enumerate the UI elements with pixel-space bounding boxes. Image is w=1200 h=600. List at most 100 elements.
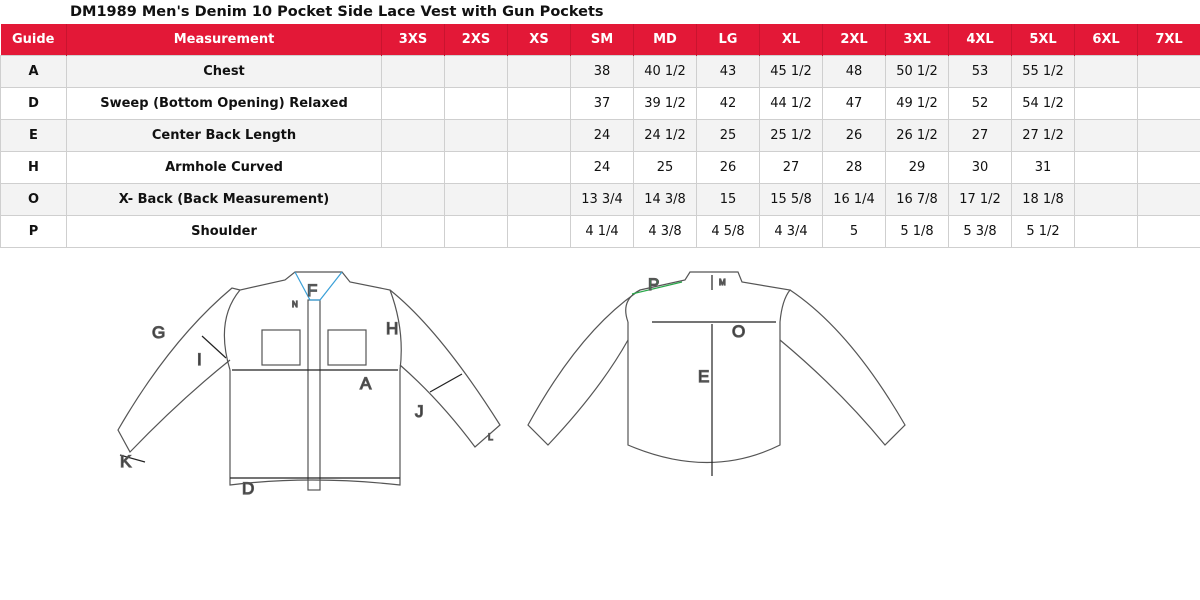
size-value-cell: 27 1/2 <box>1011 119 1075 152</box>
page-title: DM1989 Men's Denim 10 Pocket Side Lace V… <box>70 4 604 20</box>
size-value-cell <box>1137 215 1200 248</box>
column-header: 2XL <box>822 24 886 56</box>
size-value-cell <box>1137 87 1200 120</box>
size-value-cell: 49 1/2 <box>885 87 949 120</box>
guide-cell: A <box>0 55 67 88</box>
size-value-cell <box>444 87 508 120</box>
size-value-cell: 24 1/2 <box>633 119 697 152</box>
size-value-cell <box>507 215 571 248</box>
column-header: LG <box>696 24 760 56</box>
label-k: K <box>120 452 132 471</box>
label-g: G <box>152 323 165 342</box>
size-value-cell <box>507 151 571 184</box>
size-value-cell: 14 3/8 <box>633 183 697 216</box>
size-value-cell <box>381 87 445 120</box>
column-header: XS <box>507 24 571 56</box>
size-value-cell: 53 <box>948 55 1012 88</box>
measurement-cell: Armhole Curved <box>66 151 382 184</box>
table-header-row: Guide Measurement 3XS 2XS XS SM MD LG XL 2XL 3XL 4X… <box>0 24 1200 56</box>
column-header: 6XL <box>1074 24 1138 56</box>
label-o: O <box>732 322 745 341</box>
size-value-cell: 40 1/2 <box>633 55 697 88</box>
size-value-cell <box>507 55 571 88</box>
label-e: E <box>698 367 709 386</box>
column-header: Guide <box>0 24 67 56</box>
size-value-cell <box>1074 55 1138 88</box>
label-f: F <box>307 281 317 300</box>
column-header: 3XS <box>381 24 445 56</box>
size-value-cell <box>381 119 445 152</box>
measurement-cell: X- Back (Back Measurement) <box>66 183 382 216</box>
back-labels: P M O E <box>647 274 745 386</box>
table-row: E Center Back Length 24 24 1/2 25 25 1/2 26 26 … <box>0 119 1200 152</box>
size-value-cell <box>507 183 571 216</box>
column-header: SM <box>570 24 634 56</box>
back-shirt-diagram <box>527 271 906 476</box>
size-value-cell: 26 1/2 <box>885 119 949 152</box>
table-row: A Chest 38 40 1/2 43 45 1/2 48 50 1/2 53 55 1/2 <box>0 55 1200 88</box>
label-n: N <box>292 300 298 309</box>
size-value-cell <box>1137 151 1200 184</box>
column-header: 7XL <box>1137 24 1200 56</box>
measurement-cell: Center Back Length <box>66 119 382 152</box>
size-value-cell <box>381 183 445 216</box>
size-value-cell <box>444 151 508 184</box>
size-value-cell: 31 <box>1011 151 1075 184</box>
size-value-cell: 4 1/4 <box>570 215 634 248</box>
label-a: A <box>360 374 372 393</box>
size-value-cell: 25 <box>696 119 760 152</box>
column-header: 4XL <box>948 24 1012 56</box>
label-d: D <box>242 479 254 498</box>
size-value-cell <box>1074 183 1138 216</box>
column-header: XL <box>759 24 823 56</box>
size-value-cell: 30 <box>948 151 1012 184</box>
column-header: MD <box>633 24 697 56</box>
measurement-cell: Shoulder <box>66 215 382 248</box>
table-row: O X- Back (Back Measurement) 13 3/4 14 3/8 1… <box>0 183 1200 216</box>
size-value-cell <box>1137 183 1200 216</box>
label-h: H <box>386 319 398 338</box>
column-header: 2XS <box>444 24 508 56</box>
size-value-cell: 4 3/8 <box>633 215 697 248</box>
size-value-cell <box>444 119 508 152</box>
label-p: P <box>648 275 659 294</box>
size-value-cell: 24 <box>570 151 634 184</box>
column-header: 3XL <box>885 24 949 56</box>
size-value-cell: 28 <box>822 151 886 184</box>
size-value-cell <box>1074 215 1138 248</box>
size-value-cell <box>1074 119 1138 152</box>
size-value-cell <box>444 55 508 88</box>
size-value-cell <box>1137 55 1200 88</box>
size-value-cell: 44 1/2 <box>759 87 823 120</box>
size-value-cell <box>1137 119 1200 152</box>
size-chart-table: Guide Measurement 3XS 2XS XS SM MD LG XL 2XL 3XL 4X… <box>0 24 1200 248</box>
measurement-cell: Sweep (Bottom Opening) Relaxed <box>66 87 382 120</box>
size-value-cell: 18 1/8 <box>1011 183 1075 216</box>
size-value-cell <box>444 215 508 248</box>
front-labels: G I F N H A J K L D <box>119 280 493 498</box>
size-value-cell: 16 7/8 <box>885 183 949 216</box>
front-shirt-diagram <box>117 271 501 491</box>
size-value-cell: 27 <box>948 119 1012 152</box>
size-value-cell: 17 1/2 <box>948 183 1012 216</box>
column-header: 5XL <box>1011 24 1075 56</box>
size-value-cell: 37 <box>570 87 634 120</box>
table-row: P Shoulder 4 1/4 4 3/8 4 5/8 4 3/4 5 5 1/8 5 3/8… <box>0 215 1200 248</box>
size-value-cell <box>507 119 571 152</box>
size-value-cell <box>381 215 445 248</box>
guide-cell: E <box>0 119 67 152</box>
size-value-cell: 38 <box>570 55 634 88</box>
size-value-cell: 5 1/8 <box>885 215 949 248</box>
table-row: D Sweep (Bottom Opening) Relaxed 37 39 1/2 4… <box>0 87 1200 120</box>
table-row: H Armhole Curved 24 25 26 27 28 29 30 31 <box>0 151 1200 184</box>
size-value-cell: 4 3/4 <box>759 215 823 248</box>
label-j: J <box>415 402 424 421</box>
label-i: I <box>197 350 202 369</box>
column-header: Measurement <box>66 24 382 56</box>
guide-cell: P <box>0 215 67 248</box>
size-value-cell: 45 1/2 <box>759 55 823 88</box>
size-value-cell: 26 <box>696 151 760 184</box>
size-value-cell: 25 1/2 <box>759 119 823 152</box>
size-value-cell: 5 <box>822 215 886 248</box>
